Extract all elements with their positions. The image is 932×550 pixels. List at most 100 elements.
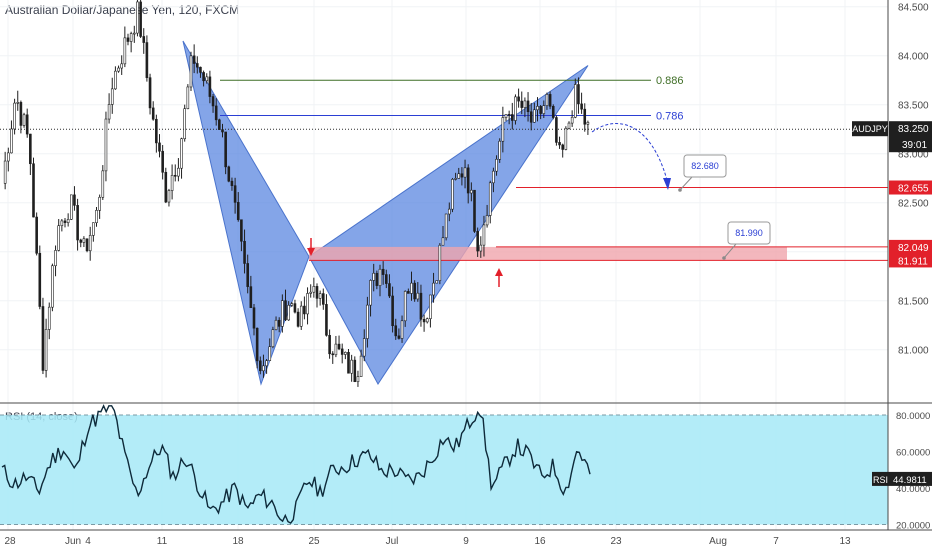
candle-body — [258, 360, 262, 372]
candle-body — [98, 196, 101, 211]
candle-body — [233, 185, 237, 203]
rsi-tick-label: 60.0000 — [896, 447, 930, 458]
candle-body — [54, 250, 57, 267]
candle-body — [460, 173, 464, 178]
candle-body — [488, 182, 492, 216]
candle-body — [161, 150, 164, 173]
candle-body — [391, 295, 394, 327]
candle-body — [255, 327, 259, 362]
candle-body — [463, 167, 467, 178]
level-tag-text: 82.049 — [898, 243, 929, 254]
candle-body — [514, 96, 517, 121]
candle-body — [485, 215, 489, 226]
candle-body — [470, 189, 473, 194]
candle-body — [287, 304, 290, 321]
time-tick-label: 4 — [85, 536, 91, 547]
callout-text: 81.990 — [735, 228, 763, 238]
price-tick-label: 83.500 — [898, 101, 929, 112]
candle-body — [60, 220, 64, 227]
level-tag-text: 82.655 — [898, 184, 929, 195]
level-tag — [889, 239, 932, 254]
candle-body — [510, 114, 514, 121]
candle-body — [501, 117, 505, 142]
level-tag-text: 81.911 — [898, 256, 928, 267]
candle-body — [218, 119, 221, 130]
candle-body — [570, 116, 574, 124]
candle-body — [586, 122, 590, 125]
candle-body — [107, 104, 111, 120]
candle-body — [321, 293, 325, 305]
candle-body — [504, 114, 508, 118]
fib-label: 0.886 — [656, 75, 684, 87]
candle-body — [274, 319, 278, 330]
candle-body — [526, 100, 530, 113]
candle-body — [441, 237, 445, 246]
candle-body — [397, 335, 401, 339]
candle-body — [35, 216, 38, 254]
candle-body — [252, 307, 256, 329]
candle-body — [290, 303, 294, 306]
time-tick-label: 18 — [232, 536, 244, 547]
price-levels: 0.886 0.786 — [0, 75, 888, 261]
candle-body — [340, 348, 344, 355]
candle-body — [419, 292, 423, 320]
candle-body — [51, 265, 54, 308]
candle-body — [359, 355, 363, 377]
candle-body — [148, 77, 152, 109]
candle-body — [337, 343, 341, 350]
candle-body — [328, 334, 331, 355]
candle-body — [366, 304, 369, 339]
candle-body — [517, 96, 520, 102]
candle-body — [114, 70, 117, 90]
candle-body — [32, 163, 35, 218]
candle-body — [76, 205, 79, 241]
candle-body — [133, 32, 136, 35]
candle-body — [457, 173, 461, 179]
candle-body — [85, 238, 89, 252]
callout-anchor — [722, 256, 726, 260]
candle-body — [536, 106, 539, 111]
candle-body — [66, 219, 70, 223]
candle-body — [507, 114, 511, 116]
down-arrow-head — [307, 248, 315, 256]
candle-body — [476, 231, 479, 252]
candle-body — [347, 351, 350, 374]
candle-body — [331, 353, 335, 356]
candlesticks — [3, 0, 590, 387]
projection-arrow-head — [663, 178, 671, 190]
candle-body — [542, 105, 546, 114]
candle-body — [177, 167, 180, 177]
symbol-tag — [852, 121, 888, 137]
time-tick-label: 11 — [157, 536, 168, 547]
candle-body — [444, 213, 448, 239]
callout-anchor — [678, 188, 682, 192]
candle-body — [482, 224, 486, 246]
candle-body — [164, 171, 168, 203]
candle-body — [236, 202, 240, 221]
candle-body — [479, 244, 483, 252]
candle-body — [394, 325, 398, 337]
annotations: 82.680 81.990 — [307, 123, 771, 287]
candle-body — [372, 272, 376, 281]
candle-body — [271, 329, 275, 348]
candle-body — [325, 304, 328, 336]
candle-body — [224, 131, 227, 168]
candle-body — [63, 220, 67, 223]
candle-body — [180, 138, 183, 169]
candle-body — [230, 180, 234, 186]
time-tick-label: Jun — [65, 536, 81, 547]
candle-body — [145, 42, 149, 78]
candle-body — [558, 142, 561, 146]
candle-body — [356, 376, 360, 383]
candle-body — [344, 351, 347, 355]
rsi-tick-label: 20.0000 — [896, 521, 930, 532]
candle-body — [170, 174, 174, 191]
candle-body — [384, 274, 388, 284]
candle-body — [447, 208, 451, 215]
candle-body — [388, 283, 391, 297]
candle-body — [41, 306, 45, 371]
candle-body — [189, 55, 193, 88]
candle-body — [227, 166, 231, 182]
time-tick-label: Aug — [709, 536, 727, 547]
